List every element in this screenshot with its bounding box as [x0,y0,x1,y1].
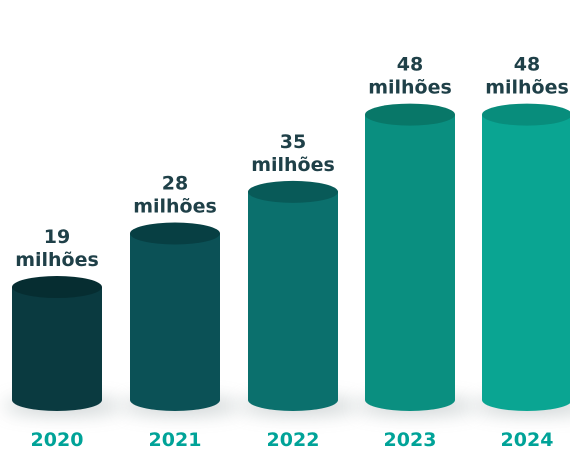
category-label: 2020 [31,429,84,451]
value-label-unit: milhões [251,154,335,176]
value-label-number: 28 [162,173,188,195]
bar-2024 [482,114,570,411]
bar-2022 [248,191,338,411]
bar-2023 [365,114,455,411]
value-label-unit: milhões [368,77,452,99]
category-labels: 2020 2021 2022 2023 2024 [31,429,554,451]
category-label: 2024 [501,429,554,451]
bar-top-2023 [365,103,455,126]
bar-top-2024 [482,103,570,126]
value-label-unit: milhões [15,249,99,271]
bar-2021 [130,233,220,411]
value-label-number: 35 [280,131,306,153]
category-label: 2021 [149,429,202,451]
category-label: 2022 [267,429,320,451]
value-label-unit: milhões [485,77,569,99]
value-label-number: 48 [514,54,540,76]
value-label-number: 48 [397,54,423,76]
bar-top-2021 [130,222,220,245]
value-labels: 19milhões28milhões35milhões48milhões48mi… [15,54,569,271]
value-label-number: 19 [44,226,70,248]
value-label-unit: milhões [133,196,217,218]
bar-2020 [12,287,102,411]
bar-top-2020 [12,276,102,299]
category-label: 2023 [384,429,437,451]
bars [12,103,570,411]
bar-top-2022 [248,180,338,203]
